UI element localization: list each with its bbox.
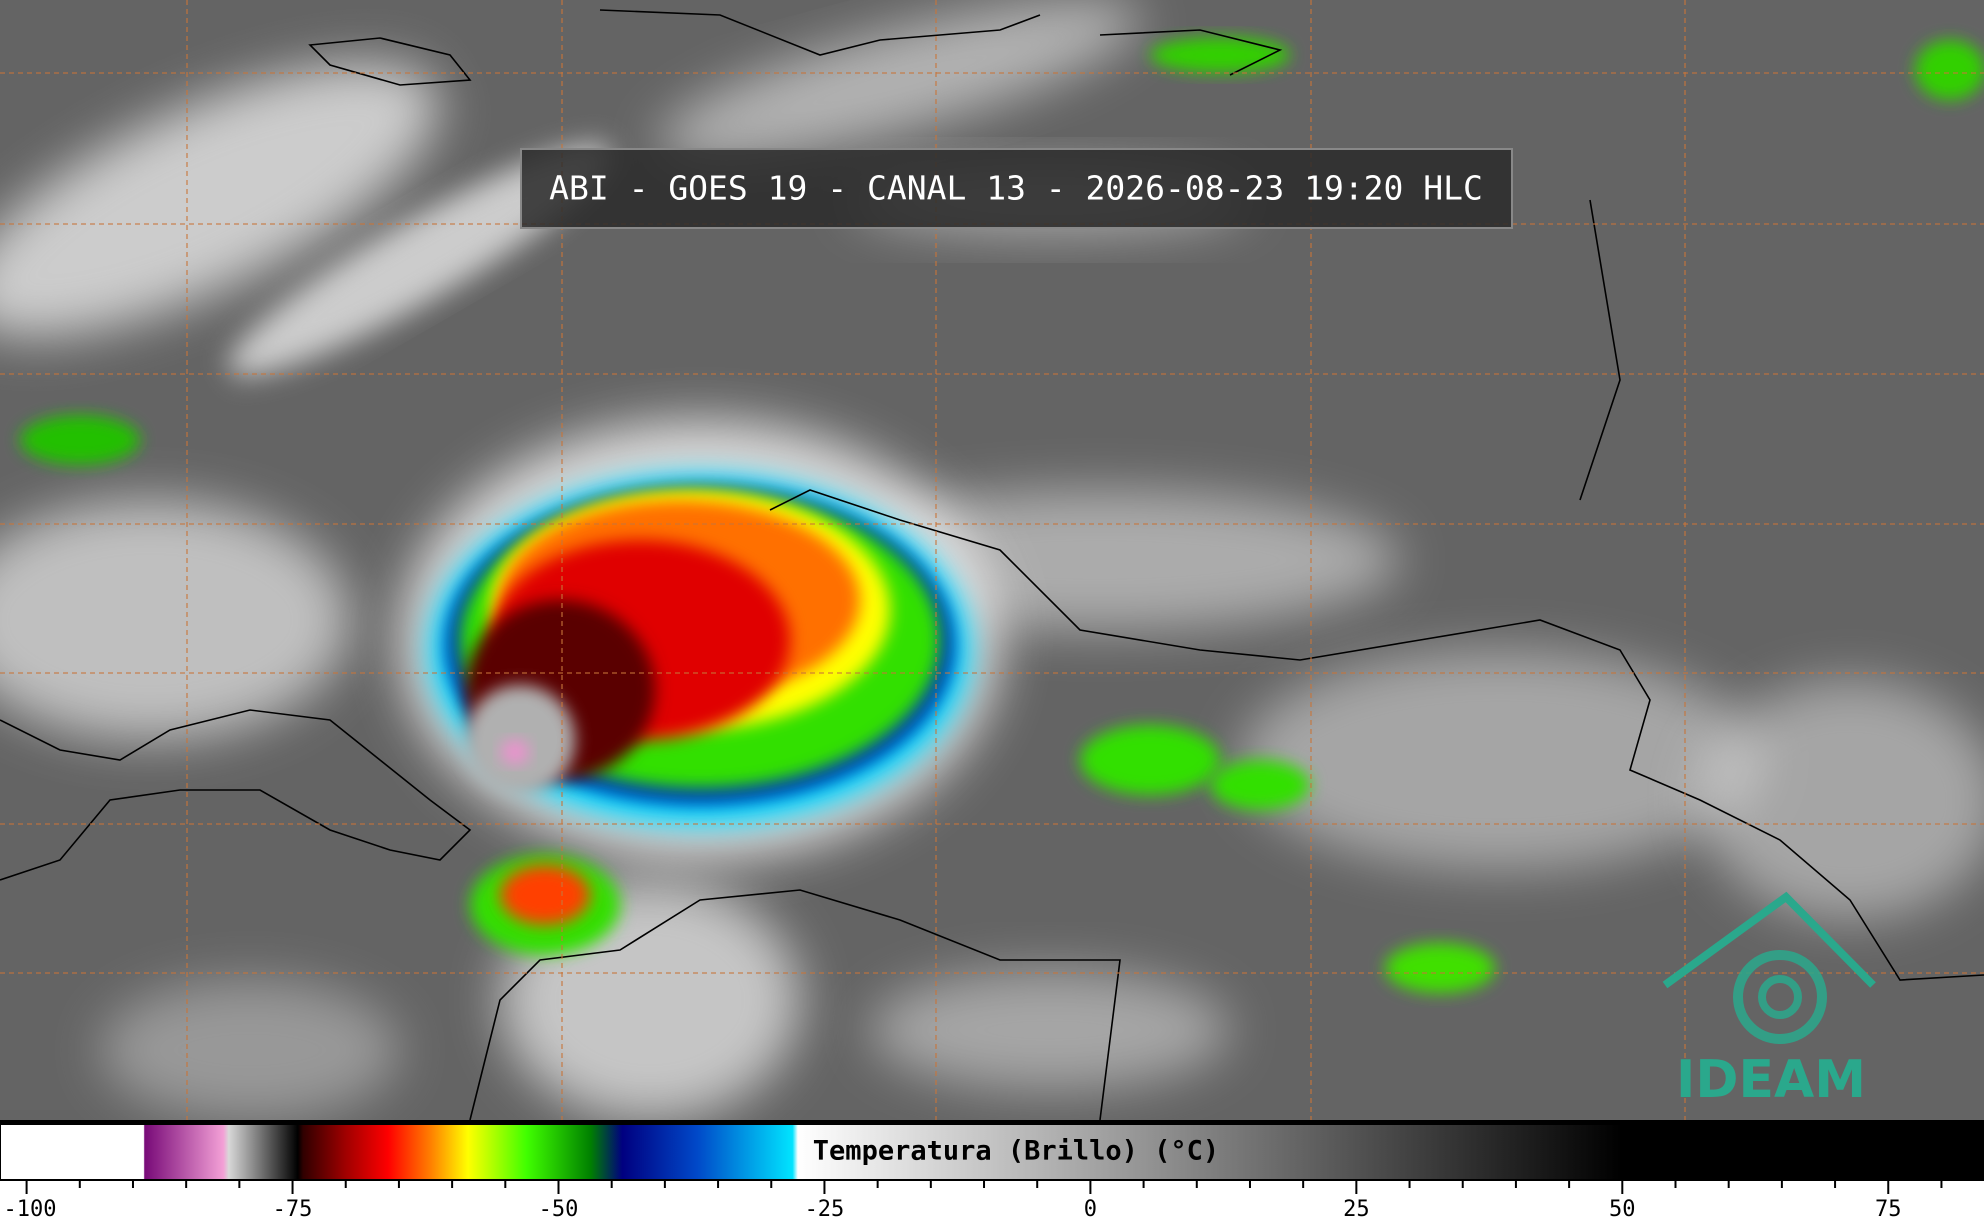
coastlines <box>0 9 1984 1121</box>
tick-label: -50 <box>539 1197 579 1222</box>
logo-roof <box>1662 891 1876 989</box>
colorbar-top-border <box>0 1120 1984 1124</box>
tick-label: -100 <box>4 1197 57 1222</box>
logo-text: IDEAM <box>1676 1050 1866 1110</box>
tick-label: 0 <box>1084 1197 1097 1222</box>
tick-label: 50 <box>1609 1197 1636 1222</box>
logo-swirl <box>1733 950 1827 1044</box>
convective-storm <box>20 37 1984 993</box>
tick-label: 75 <box>1875 1197 1902 1222</box>
colorbar-label: Temperatura (Brillo) (°C) <box>813 1136 1219 1167</box>
title-background <box>520 148 1513 229</box>
colorbar-scale <box>0 1123 1984 1181</box>
lat-lon-grid <box>0 0 1984 1122</box>
tick-label: 25 <box>1343 1197 1370 1222</box>
title-box: ABI - GOES 19 - CANAL 13 - 2026-08-23 19… <box>520 148 1513 229</box>
colorbar: Temperatura (Brillo) (°C) -100 -75 -50 -25 0… <box>0 1120 1984 1222</box>
logo-swirl <box>1758 975 1802 1019</box>
logo: IDEAM <box>1662 891 1876 1110</box>
title: ABI - GOES 19 - CANAL 13 - 2026-08-23 19… <box>549 169 1483 208</box>
tick-label: -25 <box>805 1197 845 1222</box>
tick-label: -75 <box>273 1197 313 1222</box>
